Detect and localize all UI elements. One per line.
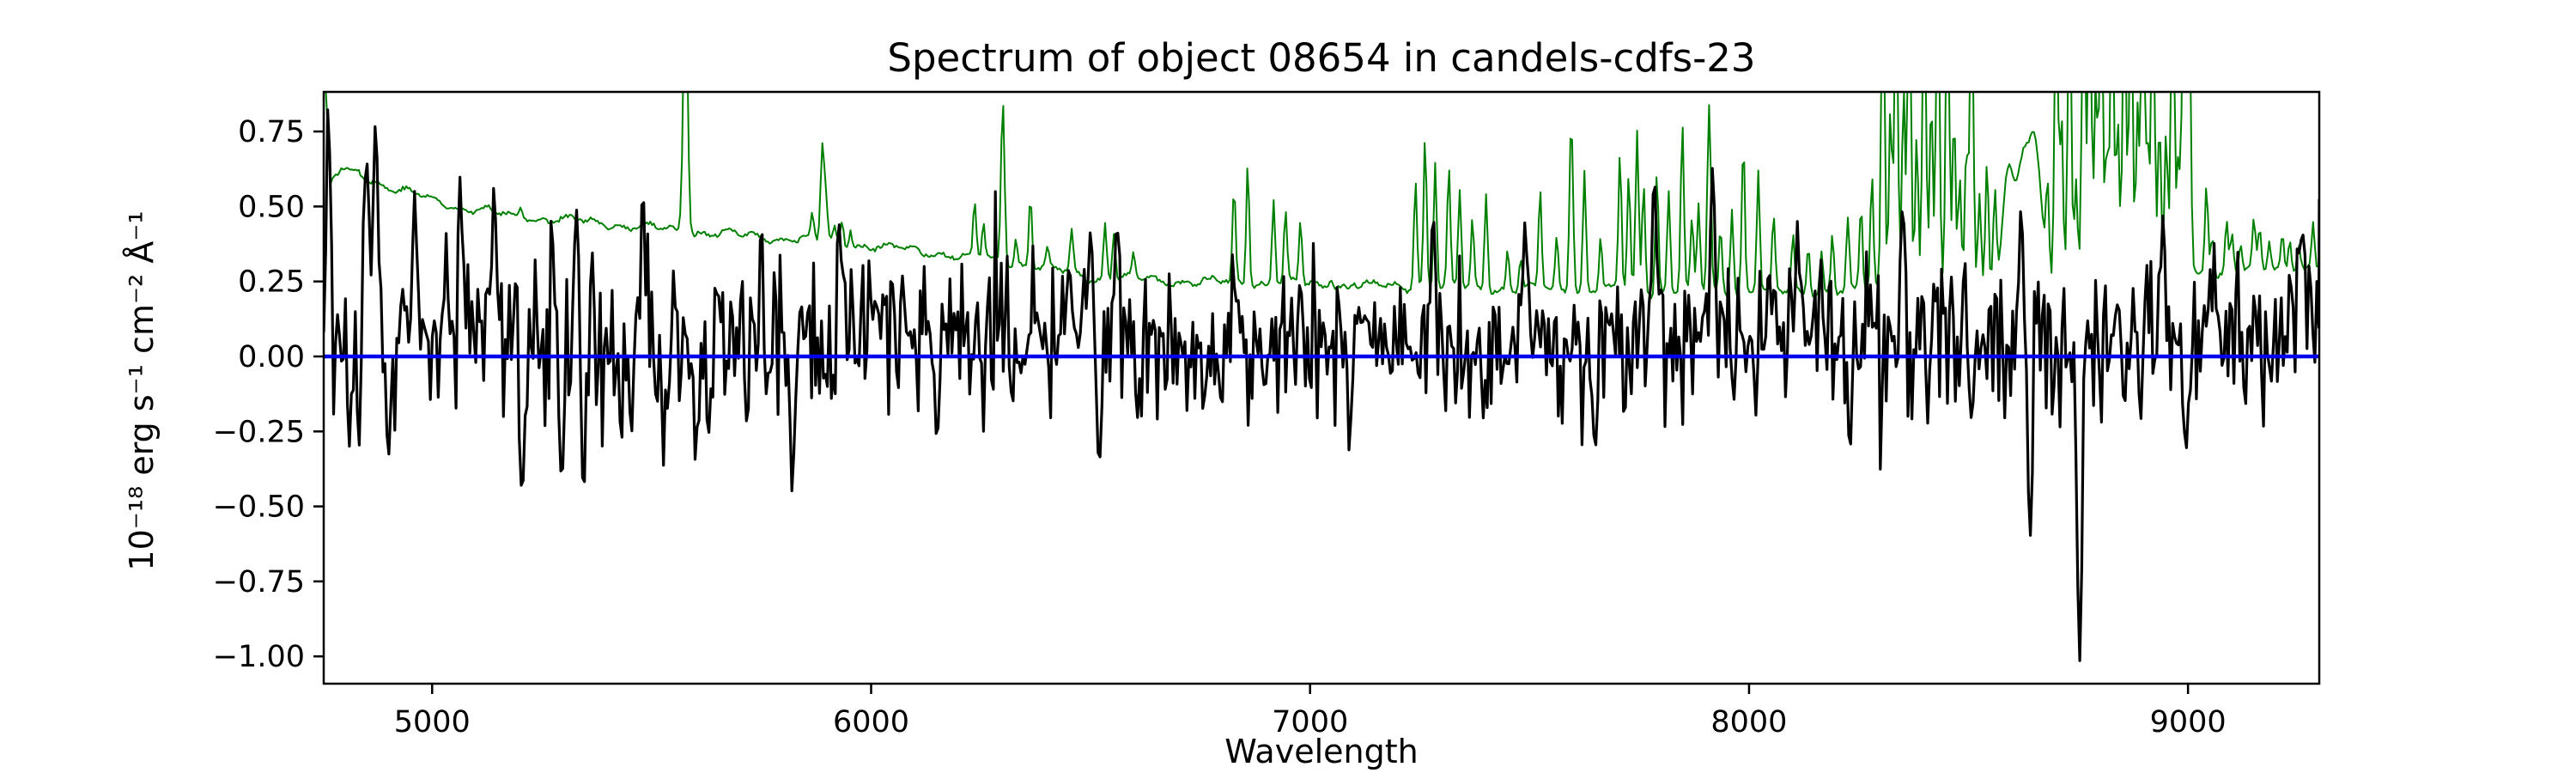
x-tick-label-7000: 7000	[1272, 705, 1348, 740]
y-tick-label-0.00: 0.00	[238, 340, 305, 374]
y-tick-label-0.25: 0.25	[238, 265, 305, 300]
y-tick-label-−0.25: −0.25	[213, 415, 305, 449]
y-tick-label-−0.75: −0.75	[213, 565, 305, 600]
x-tick-label-5000: 5000	[394, 705, 471, 740]
x-axis-label: Wavelength	[1224, 733, 1418, 770]
chart-title: Spectrum of object 08654 in candels-cdfs…	[887, 35, 1755, 81]
x-tick-label-6000: 6000	[833, 705, 909, 740]
axes-frame	[313, 90, 2321, 694]
x-tick-label-9000: 9000	[2150, 705, 2227, 740]
y-tick-label-−0.50: −0.50	[213, 490, 305, 525]
plot-area	[324, 92, 2319, 662]
noise-spectrum-line	[325, 92, 2319, 300]
y-axis-label: 10⁻¹⁸ erg s⁻¹ cm⁻² Å⁻¹	[123, 210, 161, 570]
x-tick-label-8000: 8000	[1710, 705, 1787, 740]
axes-spines	[322, 90, 2321, 685]
y-tick-label-0.75: 0.75	[238, 115, 305, 149]
flux-spectrum-line	[324, 108, 2319, 662]
tick-labels: 5000 6000 7000 8000 9000 0.75 0.50 0.25 0.00 −0.2…	[213, 115, 2227, 740]
y-tick-label-0.50: 0.50	[238, 190, 305, 224]
y-tick-label-−1.00: −1.00	[213, 640, 305, 674]
